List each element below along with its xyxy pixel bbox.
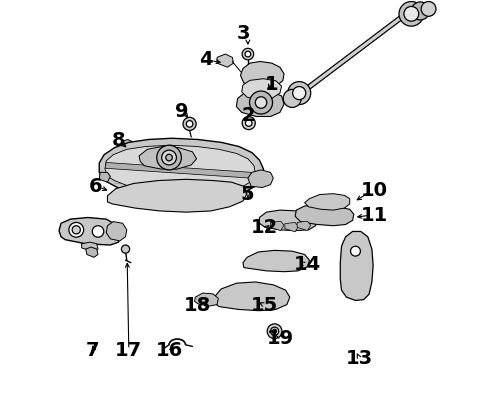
Circle shape: [256, 97, 267, 108]
Text: 4: 4: [199, 49, 213, 68]
Polygon shape: [236, 90, 284, 117]
Polygon shape: [243, 250, 309, 272]
Polygon shape: [300, 13, 404, 96]
Text: 15: 15: [250, 296, 278, 315]
Circle shape: [421, 2, 436, 16]
Polygon shape: [285, 222, 298, 232]
Polygon shape: [304, 194, 350, 210]
Circle shape: [157, 145, 181, 170]
Circle shape: [166, 154, 172, 161]
Circle shape: [351, 246, 360, 256]
Polygon shape: [122, 140, 134, 149]
Text: 1: 1: [265, 75, 279, 94]
Circle shape: [283, 89, 301, 108]
Circle shape: [404, 7, 419, 21]
Polygon shape: [105, 162, 251, 178]
Text: 18: 18: [184, 296, 211, 315]
Circle shape: [273, 329, 277, 333]
Text: 11: 11: [361, 206, 388, 225]
Polygon shape: [106, 222, 127, 241]
Polygon shape: [105, 145, 256, 194]
Polygon shape: [217, 54, 233, 67]
Polygon shape: [248, 170, 273, 187]
Polygon shape: [195, 293, 218, 306]
Circle shape: [293, 87, 306, 100]
Polygon shape: [271, 221, 284, 231]
Text: 12: 12: [250, 218, 278, 237]
Circle shape: [121, 245, 130, 253]
Circle shape: [267, 324, 282, 339]
Text: 8: 8: [112, 131, 125, 150]
Circle shape: [242, 48, 254, 60]
Polygon shape: [139, 146, 197, 169]
Polygon shape: [297, 221, 311, 231]
Circle shape: [72, 226, 80, 234]
Circle shape: [183, 117, 196, 131]
Text: 9: 9: [174, 102, 188, 121]
Circle shape: [411, 2, 429, 20]
Circle shape: [245, 51, 251, 57]
Circle shape: [69, 222, 84, 237]
Polygon shape: [214, 282, 290, 311]
Circle shape: [399, 2, 424, 26]
Circle shape: [242, 117, 256, 130]
Polygon shape: [99, 138, 264, 199]
Text: 2: 2: [241, 106, 255, 125]
Circle shape: [162, 150, 176, 165]
Text: 10: 10: [361, 181, 388, 200]
Circle shape: [186, 121, 193, 127]
Text: 16: 16: [155, 341, 182, 360]
Text: 6: 6: [88, 177, 102, 196]
Circle shape: [288, 82, 311, 105]
Text: 7: 7: [86, 341, 99, 360]
Polygon shape: [340, 232, 373, 300]
Text: 19: 19: [266, 329, 293, 348]
Text: 5: 5: [240, 185, 254, 204]
Circle shape: [271, 327, 279, 335]
Polygon shape: [240, 61, 284, 88]
Circle shape: [249, 91, 273, 114]
Polygon shape: [107, 179, 247, 212]
Polygon shape: [260, 210, 317, 231]
Circle shape: [92, 226, 104, 237]
Text: 17: 17: [114, 341, 142, 360]
Circle shape: [245, 120, 252, 126]
Polygon shape: [295, 205, 354, 226]
Polygon shape: [99, 172, 110, 182]
Polygon shape: [82, 242, 98, 251]
Polygon shape: [242, 79, 282, 100]
Text: 13: 13: [346, 349, 373, 368]
Polygon shape: [59, 218, 120, 245]
Polygon shape: [86, 247, 98, 258]
Text: 14: 14: [294, 255, 321, 274]
Text: 3: 3: [236, 24, 249, 43]
